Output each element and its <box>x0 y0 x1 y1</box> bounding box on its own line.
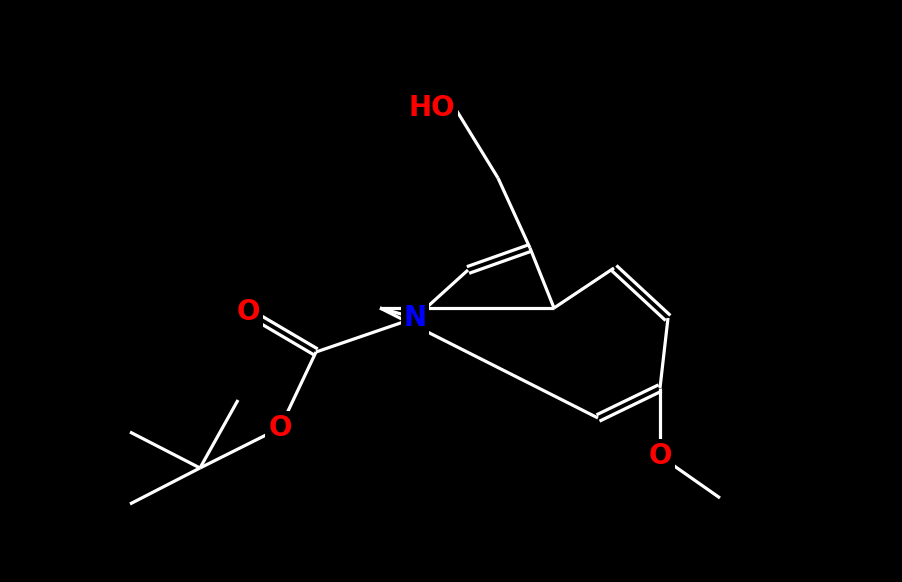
Text: O: O <box>268 414 291 442</box>
Text: N: N <box>403 304 426 332</box>
Text: O: O <box>268 414 291 442</box>
Text: O: O <box>236 298 260 326</box>
Text: N: N <box>403 304 426 332</box>
Text: HO: HO <box>408 94 455 122</box>
Text: O: O <box>236 298 260 326</box>
Text: O: O <box>648 442 671 470</box>
Text: HO: HO <box>408 94 455 122</box>
Text: O: O <box>648 442 671 470</box>
